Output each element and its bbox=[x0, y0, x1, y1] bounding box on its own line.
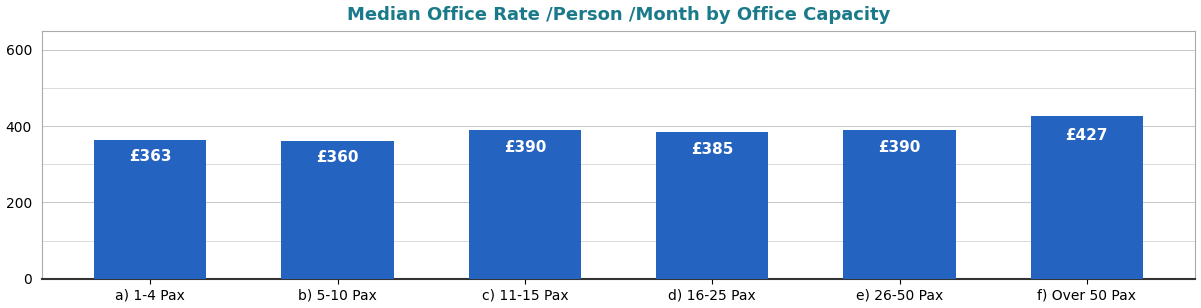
Bar bbox=[94, 140, 207, 279]
Title: Median Office Rate /Person /Month by Office Capacity: Median Office Rate /Person /Month by Off… bbox=[347, 6, 890, 23]
Text: £427: £427 bbox=[1065, 128, 1109, 143]
Bar bbox=[1030, 116, 1143, 279]
Text: £390: £390 bbox=[878, 140, 921, 155]
Bar bbox=[281, 141, 394, 279]
Bar bbox=[843, 130, 956, 279]
Text: £385: £385 bbox=[691, 142, 734, 157]
Bar bbox=[468, 130, 581, 279]
Text: £363: £363 bbox=[129, 149, 172, 164]
Bar bbox=[656, 132, 769, 279]
Text: £360: £360 bbox=[316, 150, 359, 165]
Text: £390: £390 bbox=[503, 140, 546, 155]
